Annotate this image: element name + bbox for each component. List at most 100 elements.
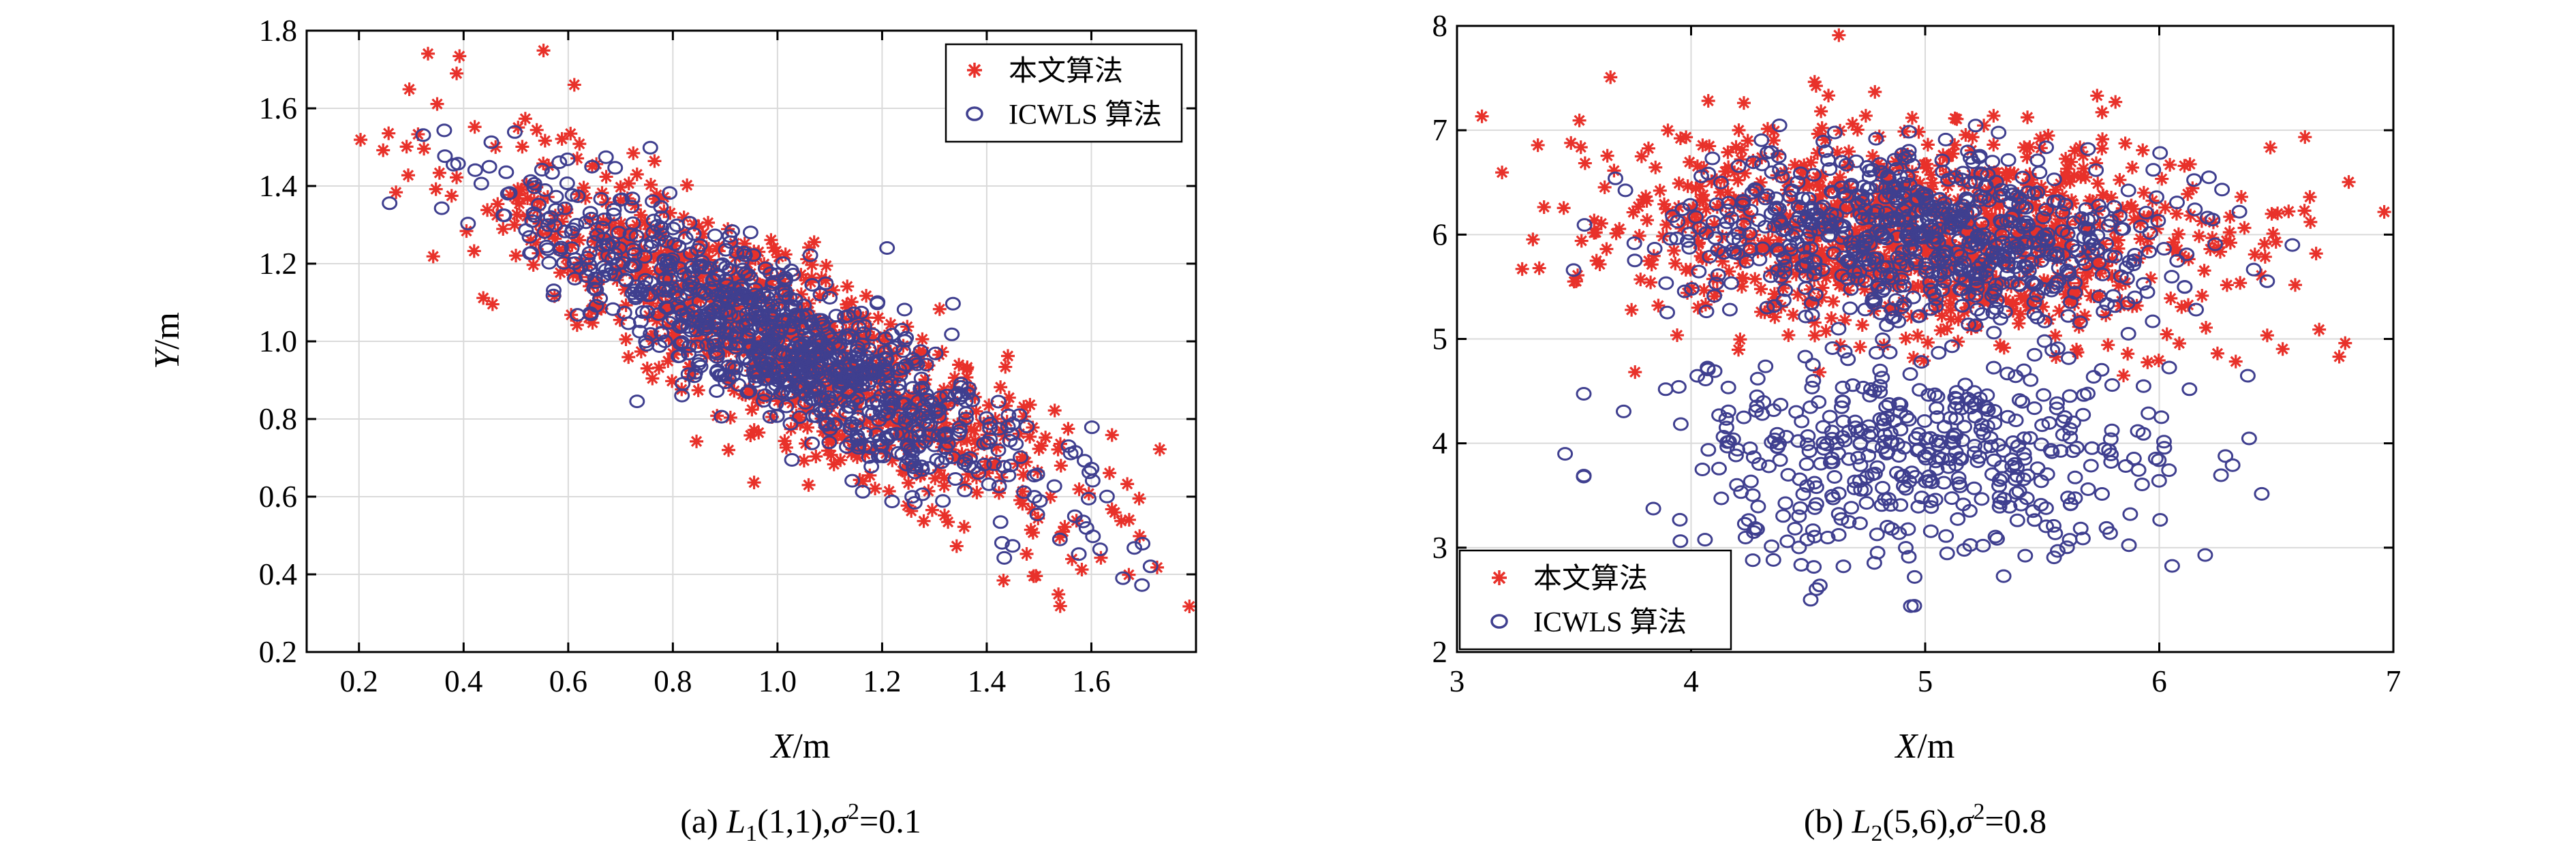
scatter-point-asterisk [2007,166,2021,181]
scatter-point-asterisk [1604,70,1618,84]
scatter-point-asterisk [1833,278,1847,292]
scatter-point-circle [1880,169,1896,183]
scatter-point-circle [2062,422,2079,436]
scatter-point-asterisk [1026,525,1040,540]
scatter-point-asterisk [1666,206,1680,221]
scatter-point-asterisk [1865,149,1880,163]
scatter-point-circle [844,474,861,488]
scatter-point-circle [1803,400,1818,414]
scatter-point-circle [2055,205,2071,219]
scatter-point-asterisk [1959,128,1973,142]
scatter-point-circle [1099,489,1115,503]
scatter-point-asterisk [2113,299,2128,313]
scatter-point-circle [906,458,923,472]
scatter-point-circle [714,409,730,424]
scatter-point-circle [2067,275,2083,290]
y-tick-label: 3 [1432,531,1448,565]
legend-marker-circle-b [1490,614,1508,629]
scatter-point-circle [564,226,580,239]
scatter-point-asterisk [2297,204,2312,218]
scatter-point-asterisk [1747,228,1761,242]
scatter-point-asterisk [1890,228,1905,243]
scatter-point-circle [1830,322,1847,336]
scatter-point-circle [2061,533,2078,547]
scatter-point-circle [622,228,639,242]
scatter-point-asterisk [1924,168,1938,182]
scatter-point-circle [2026,401,2042,416]
scatter-point-asterisk [778,247,793,262]
scatter-point-circle [681,339,697,354]
scatter-point-circle [1026,490,1043,504]
scatter-point-asterisk [1023,429,1037,444]
scatter-point-circle [787,349,803,363]
scatter-point-circle [1802,225,1818,239]
scatter-point-circle [2026,236,2042,249]
scatter-point-circle [1791,540,1807,555]
scatter-point-circle [2201,170,2217,185]
scatter-point-circle [877,351,893,365]
legend-marker-asterisk-a [967,63,982,78]
scatter-point-asterisk [1600,149,1614,163]
scatter-point-asterisk [851,392,865,407]
scatter-point-asterisk [823,418,837,432]
scatter-point-asterisk [1813,365,1827,379]
scatter-point-asterisk [1587,213,1601,228]
scatter-point-asterisk [1855,318,1869,332]
scatter-point-circle [1911,442,1927,456]
scatter-point-circle [1875,480,1890,495]
scatter-point-circle [1806,268,1822,282]
scatter-point-circle [1894,147,1910,161]
scatter-point-asterisk [680,178,694,192]
scatter-point-circle [1852,474,1868,488]
scatter-point-asterisk [2175,300,2189,314]
scatter-point-circle [1969,266,1985,281]
scatter-point-circle [902,443,919,457]
scatter-point-asterisk [1691,300,1705,315]
x-tick-label: 6 [2151,664,2167,698]
scatter-point-circle [616,305,632,320]
scatter-point-asterisk [2115,201,2130,215]
scatter-point-asterisk [1495,166,1509,180]
scatter-point-asterisk [1715,254,1730,268]
scatter-point-asterisk [819,259,833,273]
scatter-point-asterisk [2108,233,2122,247]
scatter-point-asterisk [2085,194,2100,208]
scatter-point-asterisk [638,215,652,230]
scatter-point-circle [1947,401,1963,415]
scatter-point-asterisk [932,463,947,478]
scatter-point-circle [2034,254,2050,268]
scatter-point-asterisk [2169,206,2183,221]
scatter-point-circle [2156,242,2172,256]
scatter-point-circle [1991,125,2007,140]
scatter-point-circle [2121,254,2138,268]
scatter-point-asterisk [2072,214,2086,228]
scatter-point-circle [1783,183,1799,198]
scatter-point-asterisk [701,215,716,230]
scatter-point-circle [1833,220,1849,234]
scatter-point-circle [872,433,888,448]
scatter-point-circle [1974,307,1990,321]
scatter-point-circle [701,261,718,275]
scatter-point-circle [1698,373,1714,386]
scatter-point-circle [1029,508,1045,521]
scatter-point-asterisk [613,222,627,236]
scatter-point-circle [804,436,821,450]
scatter-point-circle [1815,420,1831,434]
scatter-point-circle [1769,427,1785,441]
scatter-point-circle [2044,343,2061,358]
scatter-point-asterisk [1681,213,1695,228]
scatter-point-asterisk [2303,190,2317,204]
scatter-point-asterisk [1766,134,1781,148]
scatter-point-circle [2063,497,2079,511]
scatter-point-asterisk [1963,251,1977,265]
scatter-point-asterisk [690,274,705,288]
scatter-point-asterisk [421,46,435,61]
scatter-point-asterisk [2101,338,2115,352]
y-axis-label-a: Y/m [148,312,187,369]
scatter-point-asterisk [2171,227,2186,241]
scatter-point-circle [1764,539,1780,553]
scatter-point-asterisk [1053,599,1067,613]
scatter-point-asterisk [1987,234,2002,249]
scatter-point-circle [2055,224,2070,238]
